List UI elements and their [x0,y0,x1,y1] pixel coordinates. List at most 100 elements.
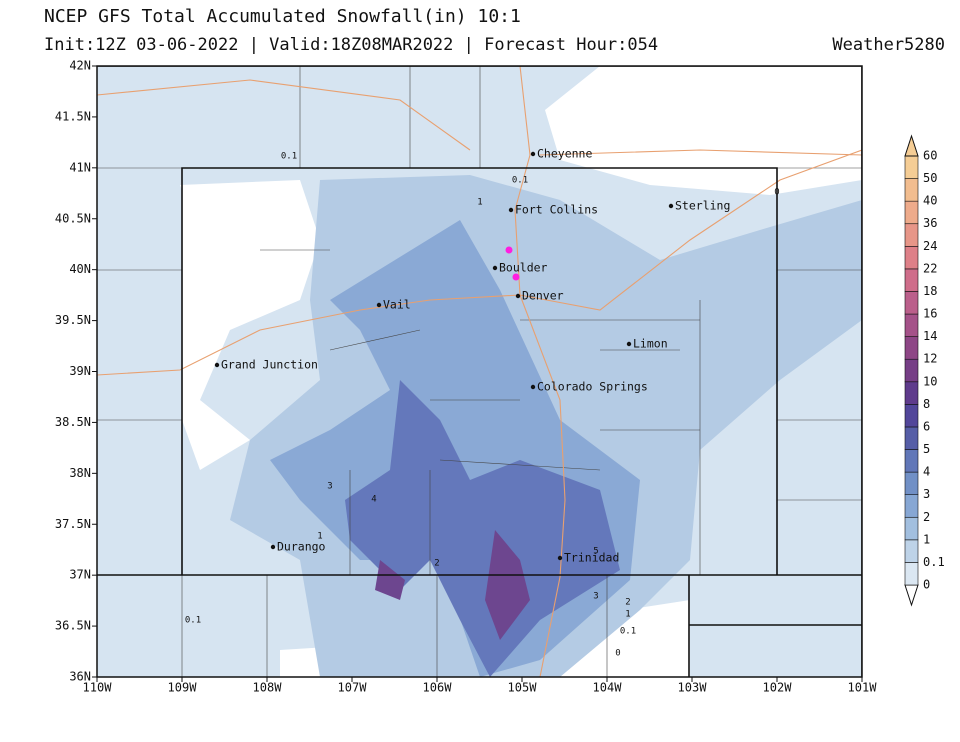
contour-label: 0.1 [185,616,201,626]
map [97,66,862,677]
colorbar-label: 0.1 [923,555,945,569]
contour-label: 2 [625,598,630,608]
contour-label: 0 [615,649,620,659]
city-dot [668,203,674,209]
lat-tick-label: 36.5N [55,619,91,633]
contour-label: 1 [625,610,630,620]
colorbar-label: 0 [923,578,930,592]
colorbar-bin [904,313,919,337]
lon-tick-label: 105W [508,681,538,695]
colorbar-bin [904,562,919,586]
city-dot [530,384,536,390]
colorbar-label: 16 [923,307,937,321]
city-dot [270,544,276,550]
colorbar-label: 4 [923,465,930,479]
colorbar-label: 10 [923,374,937,388]
contour-label: 0.1 [620,627,636,637]
shading [345,380,620,677]
colorbar-label: 12 [923,352,937,366]
city-label: Cheyenne [537,147,592,161]
colorbar-bin [904,268,919,292]
contour-label: 0.1 [512,176,528,186]
lat-tick-label: 41N [69,160,91,174]
lat-tick-label: 38N [69,466,91,480]
colorbar-label: 22 [923,261,937,275]
city-dot [492,265,498,271]
lat-tick-label: 39N [69,364,91,378]
city-label: Sterling [675,199,730,213]
city-label: Denver [522,289,564,303]
lat-tick-label: 37N [69,568,91,582]
colorbar-label: 1 [923,532,930,546]
lon-tick-label: 106W [423,681,453,695]
lon-tick-label: 102W [763,681,793,695]
contour-label: 0 [774,188,779,198]
colorbar-bin [904,539,919,563]
city-label: Durango [277,540,326,554]
colorbar-bin [904,358,919,383]
colorbar-arrow [904,134,919,157]
lon-tick-label: 110W [83,681,113,695]
contour-label: 2 [434,559,439,569]
subtitle: Init:12Z 03-06-2022 | Valid:18Z08MAR2022… [44,35,658,55]
county-line [97,66,862,677]
city-label: Trinidad [564,551,619,565]
lon-tick-label: 107W [338,681,368,695]
contour-label: 3 [593,592,598,602]
colorbar-bin [904,381,919,405]
city-label: Limon [633,337,668,351]
colorbar-label: 40 [923,194,937,208]
contour-label: 0.1 [281,152,297,162]
contour-label: 1 [317,532,322,542]
colorbar-bin [904,471,919,495]
city-dot [515,293,521,299]
colorbar-bin [904,404,919,428]
city-label: Grand Junction [221,358,318,372]
lon-tick-label: 108W [253,681,283,695]
colorbar-label: 18 [923,284,937,298]
shading [545,66,862,195]
city-dot [376,302,382,308]
colorbar-bin [904,223,919,247]
city-dot [214,362,220,368]
colorbar-bin [904,246,919,270]
colorbar-label: 6 [923,419,930,433]
lat-tick-label: 37.5N [55,517,91,531]
lat-tick-label: 42N [69,59,91,73]
colorbar-label: 14 [923,329,937,343]
city-label: Vail [383,298,411,312]
city-dot [626,341,632,347]
title: NCEP GFS Total Accumulated Snowfall(in) … [44,6,521,27]
station-marker [505,246,513,254]
colorbar-bin [904,155,919,179]
colorbar-label: 3 [923,487,930,501]
city-label: Boulder [499,261,548,275]
lon-tick-label: 101W [848,681,878,695]
colorbar-label: 60 [923,149,937,163]
colorbar-label: 24 [923,239,937,253]
lat-tick-label: 40.5N [55,211,91,225]
colorbar-label: 5 [923,442,930,456]
lat-tick-label: 39.5N [55,313,91,327]
contour-label: 5 [593,547,598,557]
lat-tick-label: 36N [69,670,91,684]
shading [180,180,320,470]
lat-tick-label: 38.5N [55,415,91,429]
colorbar-bin [904,494,919,518]
colorbar-bin [904,426,919,450]
lon-tick-label: 104W [593,681,623,695]
colorbar-bin [904,516,919,541]
city-dot [530,151,536,157]
state-border [97,66,862,677]
colorbar-label: 36 [923,216,937,230]
contour-label: 1 [477,198,482,208]
colorbar-bin [904,291,919,315]
colorbar-bin [904,200,919,225]
station-marker [512,273,520,281]
lon-tick-label: 109W [168,681,198,695]
city-label: Colorado Springs [537,380,648,394]
lon-tick-label: 103W [678,681,708,695]
colorbar-bin [904,336,919,360]
colorbar-arrow [904,584,919,607]
city-dot [508,207,514,213]
